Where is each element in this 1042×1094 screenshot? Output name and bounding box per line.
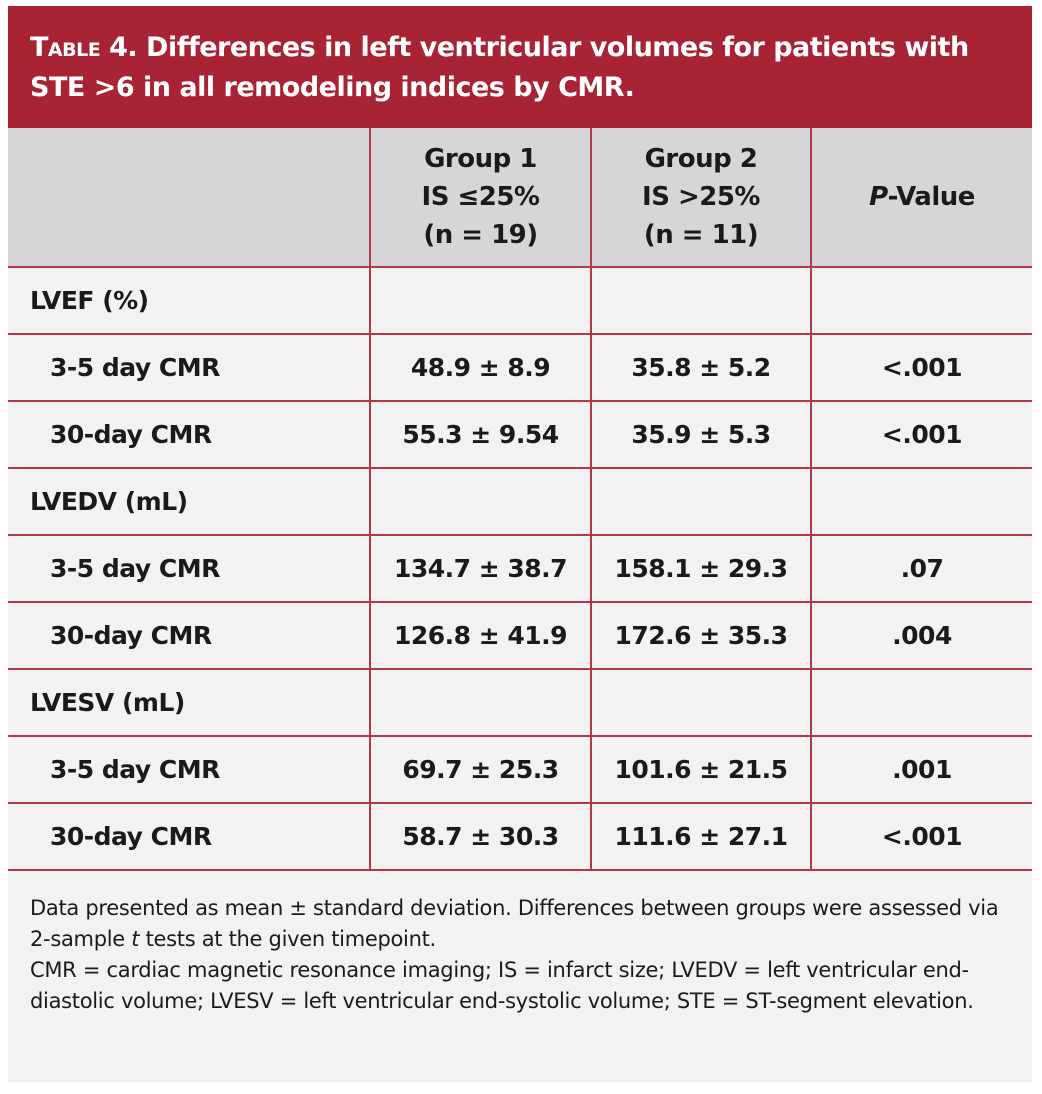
header-line: IS >25% [642, 182, 760, 212]
group2-value: 35.9 ± 5.3 [590, 401, 811, 469]
row-label: 3-5 day CMR [8, 736, 370, 804]
table-number: Table 4. [30, 32, 138, 63]
group1-value: 55.3 ± 9.54 [369, 401, 591, 469]
group2-value: 172.6 ± 35.3 [590, 602, 811, 670]
group1-value: 69.7 ± 25.3 [369, 736, 591, 804]
p-value: .004 [810, 602, 1032, 670]
data-table: Group 1 IS ≤25% (n = 19) Group 2 IS >25% (n … [8, 128, 1032, 871]
header-line: (n = 11) [643, 220, 759, 250]
header-p-rest: -Value [887, 182, 976, 212]
empty-cell [590, 267, 811, 335]
p-value: <.001 [810, 334, 1032, 402]
header-row: Group 1 IS ≤25% (n = 19) Group 2 IS >25% (n … [8, 128, 1032, 268]
section-row: LVESV (mL) [8, 669, 1032, 737]
footnote-line-1: Data presented as mean ± standard deviat… [30, 893, 1012, 955]
section-row: LVEDV (mL) [8, 468, 1032, 536]
table-footnote: Data presented as mean ± standard deviat… [8, 871, 1032, 1082]
table-title: Table 4. Differences in left ventricular… [8, 6, 1032, 128]
group1-value: 126.8 ± 41.9 [369, 602, 591, 670]
table-row: 3-5 day CMR 134.7 ± 38.7 158.1 ± 29.3.07 [8, 535, 1032, 603]
empty-cell [810, 669, 1032, 737]
group2-value: 111.6 ± 27.1 [590, 803, 811, 871]
p-value: <.001 [810, 401, 1032, 469]
empty-cell [810, 468, 1032, 536]
table-caption: Differences in left ventricular volumes … [30, 32, 969, 103]
group2-value: 158.1 ± 29.3 [590, 535, 811, 603]
header-pvalue: P-Value [810, 128, 1032, 268]
table-row: 30-day CMR 126.8 ± 41.9 172.6 ± 35.3.004 [8, 602, 1032, 670]
table-row: 3-5 day CMR 48.9 ± 8.9 35.8 ± 5.2 <.001 [8, 334, 1032, 402]
p-value: .001 [810, 736, 1032, 804]
footnote-text: Data presented as mean ± standard deviat… [30, 896, 999, 951]
group1-value: 48.9 ± 8.9 [369, 334, 591, 402]
section-label: LVEDV (mL) [8, 468, 370, 536]
header-line: IS ≤25% [421, 182, 540, 212]
footnote-abbreviations: CMR = cardiac magnetic resonance imaging… [30, 958, 974, 1013]
empty-cell [369, 468, 591, 536]
group1-value: 58.7 ± 30.3 [369, 803, 591, 871]
empty-cell [590, 669, 811, 737]
empty-cell [369, 669, 591, 737]
p-value: <.001 [810, 803, 1032, 871]
group2-value: 101.6 ± 21.5 [590, 736, 811, 804]
empty-cell [810, 267, 1032, 335]
row-label: 30-day CMR [8, 803, 370, 871]
section-label: LVESV (mL) [8, 669, 370, 737]
row-label: 30-day CMR [8, 401, 370, 469]
header-line: Group 2 [644, 144, 758, 174]
header-p: P [869, 182, 888, 212]
header-empty [8, 128, 370, 268]
header-line: Group 1 [424, 144, 537, 174]
empty-cell [590, 468, 811, 536]
section-label: LVEF (%) [8, 267, 370, 335]
empty-cell [369, 267, 591, 335]
section-row: LVEF (%) [8, 267, 1032, 335]
header-group2: Group 2 IS >25% (n = 11) [590, 128, 811, 268]
header-line: (n = 19) [423, 220, 538, 250]
table-figure: Table 4. Differences in left ventricular… [8, 6, 1032, 1082]
row-label: 30-day CMR [8, 602, 370, 670]
row-label: 3-5 day CMR [8, 535, 370, 603]
group2-value: 35.8 ± 5.2 [590, 334, 811, 402]
p-value: .07 [810, 535, 1032, 603]
table-row: 30-day CMR 58.7 ± 30.3 111.6 ± 27.1 <.001 [8, 803, 1032, 871]
header-group1: Group 1 IS ≤25% (n = 19) [369, 128, 591, 268]
row-label: 3-5 day CMR [8, 334, 370, 402]
footnote-italic: t [131, 927, 140, 951]
table-row: 30-day CMR 55.3 ± 9.54 35.9 ± 5.3 <.001 [8, 401, 1032, 469]
group1-value: 134.7 ± 38.7 [369, 535, 591, 603]
footnote-text: tests at the given timepoint. [139, 927, 437, 951]
table-row: 3-5 day CMR 69.7 ± 25.3 101.6 ± 21.5.001 [8, 736, 1032, 804]
